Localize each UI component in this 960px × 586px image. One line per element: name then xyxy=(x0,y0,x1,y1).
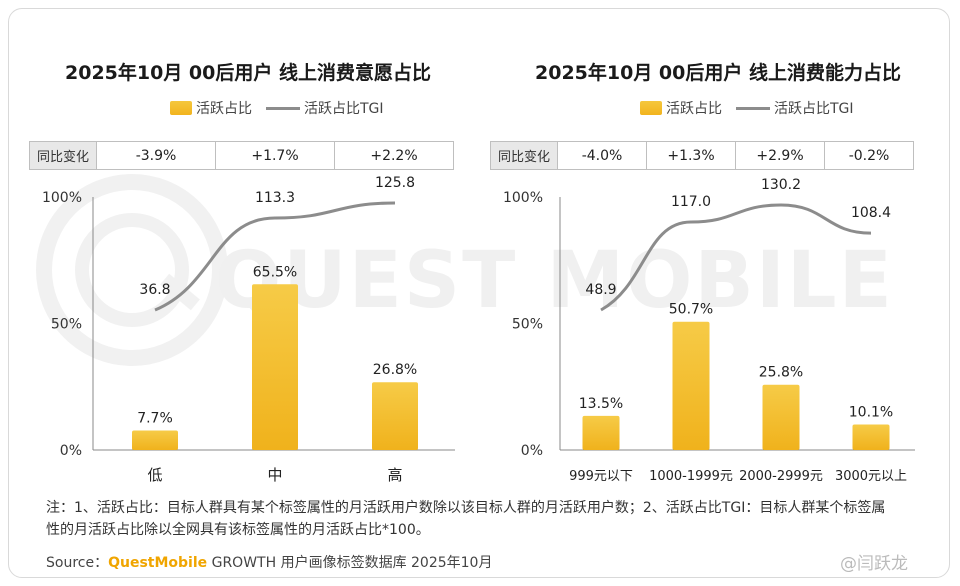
tgi-line xyxy=(600,203,872,312)
legend-line-swatch xyxy=(736,106,770,110)
bar-value-label: 10.1% xyxy=(849,404,893,420)
y-tick-label: 50% xyxy=(512,317,543,333)
legend-line-label: 活跃占比TGI xyxy=(774,101,854,117)
x-tick-label: 1000-1999元 xyxy=(649,469,733,484)
tgi-value-label: 36.8 xyxy=(139,282,170,298)
x-tick-label: 3000元以上 xyxy=(835,469,907,484)
chart-1-legend: 活跃占比 活跃占比TGI xyxy=(170,99,384,117)
yoy-row-label: 同比变化 xyxy=(490,141,558,170)
bar-value-label: 13.5% xyxy=(579,396,623,412)
bar-value-label: 25.8% xyxy=(759,365,803,381)
yoy-cell: -0.2% xyxy=(824,141,914,170)
legend-line-swatch xyxy=(266,106,300,110)
y-tick-label: 100% xyxy=(42,190,82,206)
tgi-value-label: 113.3 xyxy=(255,190,295,206)
legend-line-label: 活跃占比TGI xyxy=(304,101,384,117)
yoy-cell: +1.3% xyxy=(646,141,736,170)
bar xyxy=(762,384,800,450)
x-tick-label: 2000-2999元 xyxy=(739,469,823,484)
chart-1-yoy-table: 同比变化 -3.9% +1.7% +2.2% xyxy=(29,141,454,170)
x-tick-label: 低 xyxy=(147,466,162,484)
bar-value-label: 26.8% xyxy=(373,362,417,378)
tgi-line xyxy=(154,201,396,312)
x-tick-label: 999元以下 xyxy=(569,469,633,484)
bar xyxy=(252,284,298,450)
legend-bar-swatch xyxy=(640,101,662,115)
tgi-value-label: 108.4 xyxy=(851,205,891,221)
chart-2-legend: 活跃占比 活跃占比TGI xyxy=(640,99,854,117)
bar xyxy=(132,430,178,450)
legend-bar-swatch xyxy=(170,101,192,115)
y-tick-label: 100% xyxy=(503,190,543,206)
x-tick-label: 中 xyxy=(267,466,282,484)
bar-value-label: 50.7% xyxy=(669,302,713,318)
yoy-row-label: 同比变化 xyxy=(29,141,97,170)
bar xyxy=(672,321,710,450)
legend-bar-label: 活跃占比 xyxy=(666,101,722,117)
chart-1-title: 2025年10月 00后用户 线上消费意愿占比 xyxy=(65,62,431,84)
yoy-cell: +2.2% xyxy=(334,141,454,170)
source-text: GROWTH 用户画像标签数据库 2025年10月 xyxy=(207,555,493,571)
chart-2-yoy-table: 同比变化 -4.0% +1.3% +2.9% -0.2% xyxy=(490,141,914,170)
bar-value-label: 65.5% xyxy=(253,264,297,280)
footnote: 注：1、活跃占比：目标人群具有某个标签属性的月活跃用户数除以该目标人群的月活跃用… xyxy=(46,500,886,538)
tgi-value-label: 125.8 xyxy=(375,175,415,191)
bar xyxy=(372,382,418,450)
source-line: Source：QuestMobile GROWTH 用户画像标签数据库 2025… xyxy=(46,552,492,572)
yoy-cell: +2.9% xyxy=(735,141,825,170)
bar xyxy=(582,415,620,450)
tgi-value-label: 130.2 xyxy=(761,177,801,193)
weibo-watermark: @闫跃龙 xyxy=(840,554,908,574)
x-tick-label: 高 xyxy=(387,466,402,484)
chart-2-title: 2025年10月 00后用户 线上消费能力占比 xyxy=(535,62,901,84)
y-tick-label: 50% xyxy=(51,317,82,333)
bar xyxy=(852,424,890,450)
card-frame xyxy=(8,8,950,578)
bar-value-label: 7.7% xyxy=(137,411,173,427)
yoy-cell: -4.0% xyxy=(557,141,647,170)
y-tick-label: 0% xyxy=(60,443,82,459)
tgi-value-label: 48.9 xyxy=(585,282,616,298)
source-prefix: Source： xyxy=(46,555,109,571)
y-tick-label: 0% xyxy=(521,443,543,459)
source-brand: QuestMobile xyxy=(108,555,208,571)
legend-bar-label: 活跃占比 xyxy=(196,101,252,117)
tgi-value-label: 117.0 xyxy=(671,194,711,210)
